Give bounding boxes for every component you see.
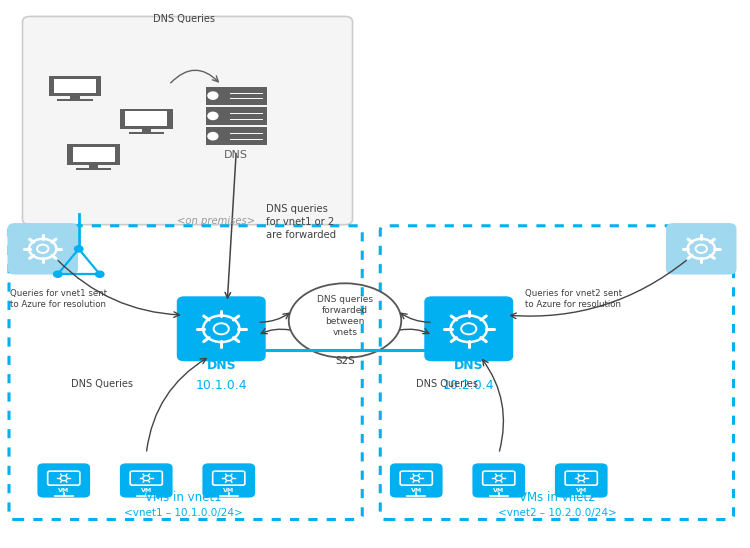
Text: DNS queries
forwarded
between
vnets: DNS queries forwarded between vnets xyxy=(317,295,373,338)
FancyBboxPatch shape xyxy=(89,164,98,169)
FancyBboxPatch shape xyxy=(120,109,172,129)
Text: VM: VM xyxy=(494,488,504,493)
Text: <on premises>: <on premises> xyxy=(177,216,255,226)
Text: VM: VM xyxy=(58,488,69,493)
FancyBboxPatch shape xyxy=(177,296,266,361)
Text: VMs in vnet2: VMs in vnet2 xyxy=(519,490,596,504)
FancyBboxPatch shape xyxy=(390,464,442,498)
Text: DNS queries
for vnet1 or 2
are forwarded: DNS queries for vnet1 or 2 are forwarded xyxy=(266,204,336,239)
Text: Queries for vnet1 sent
to Azure for resolution: Queries for vnet1 sent to Azure for reso… xyxy=(10,289,106,309)
Text: DNS Queries: DNS Queries xyxy=(153,14,214,24)
FancyBboxPatch shape xyxy=(8,223,78,275)
Text: DNS: DNS xyxy=(206,359,236,373)
Text: Queries for vnet2 sent
to Azure for resolution: Queries for vnet2 sent to Azure for reso… xyxy=(525,289,622,309)
FancyBboxPatch shape xyxy=(22,16,352,225)
Text: VM: VM xyxy=(141,488,152,493)
Text: DNS: DNS xyxy=(224,150,248,159)
Text: <vnet1 – 10.1.0.0/24>: <vnet1 – 10.1.0.0/24> xyxy=(124,508,243,518)
FancyBboxPatch shape xyxy=(68,144,120,165)
FancyBboxPatch shape xyxy=(142,129,151,133)
Text: S2S: S2S xyxy=(335,356,355,366)
Circle shape xyxy=(208,133,218,140)
FancyBboxPatch shape xyxy=(58,99,92,101)
Text: DNS: DNS xyxy=(454,359,484,373)
Text: VM: VM xyxy=(224,488,234,493)
FancyBboxPatch shape xyxy=(129,132,164,134)
FancyBboxPatch shape xyxy=(49,76,101,96)
FancyBboxPatch shape xyxy=(206,107,267,125)
Circle shape xyxy=(208,112,218,119)
FancyBboxPatch shape xyxy=(666,223,736,275)
Text: DNS Queries: DNS Queries xyxy=(416,379,478,389)
Text: <vnet2 – 10.2.0.0/24>: <vnet2 – 10.2.0.0/24> xyxy=(498,508,616,518)
FancyBboxPatch shape xyxy=(73,147,115,162)
Text: DNS Queries: DNS Queries xyxy=(71,379,134,389)
Text: 10.1.0.4: 10.1.0.4 xyxy=(196,379,247,392)
FancyBboxPatch shape xyxy=(54,78,96,93)
Text: VM: VM xyxy=(576,488,586,493)
FancyBboxPatch shape xyxy=(70,96,80,100)
FancyBboxPatch shape xyxy=(202,464,255,498)
Circle shape xyxy=(74,246,83,252)
Circle shape xyxy=(95,271,104,277)
FancyBboxPatch shape xyxy=(472,464,525,498)
Circle shape xyxy=(208,92,218,99)
FancyBboxPatch shape xyxy=(206,127,267,145)
FancyBboxPatch shape xyxy=(206,87,267,105)
FancyBboxPatch shape xyxy=(424,296,513,361)
Text: VMs in vnet1: VMs in vnet1 xyxy=(146,490,222,504)
FancyBboxPatch shape xyxy=(120,464,172,498)
Text: VM: VM xyxy=(411,488,422,493)
FancyBboxPatch shape xyxy=(76,168,111,170)
Circle shape xyxy=(53,271,62,277)
FancyBboxPatch shape xyxy=(125,111,167,126)
FancyBboxPatch shape xyxy=(555,464,608,498)
FancyBboxPatch shape xyxy=(38,464,90,498)
Text: 10.2.0.4: 10.2.0.4 xyxy=(443,379,494,392)
